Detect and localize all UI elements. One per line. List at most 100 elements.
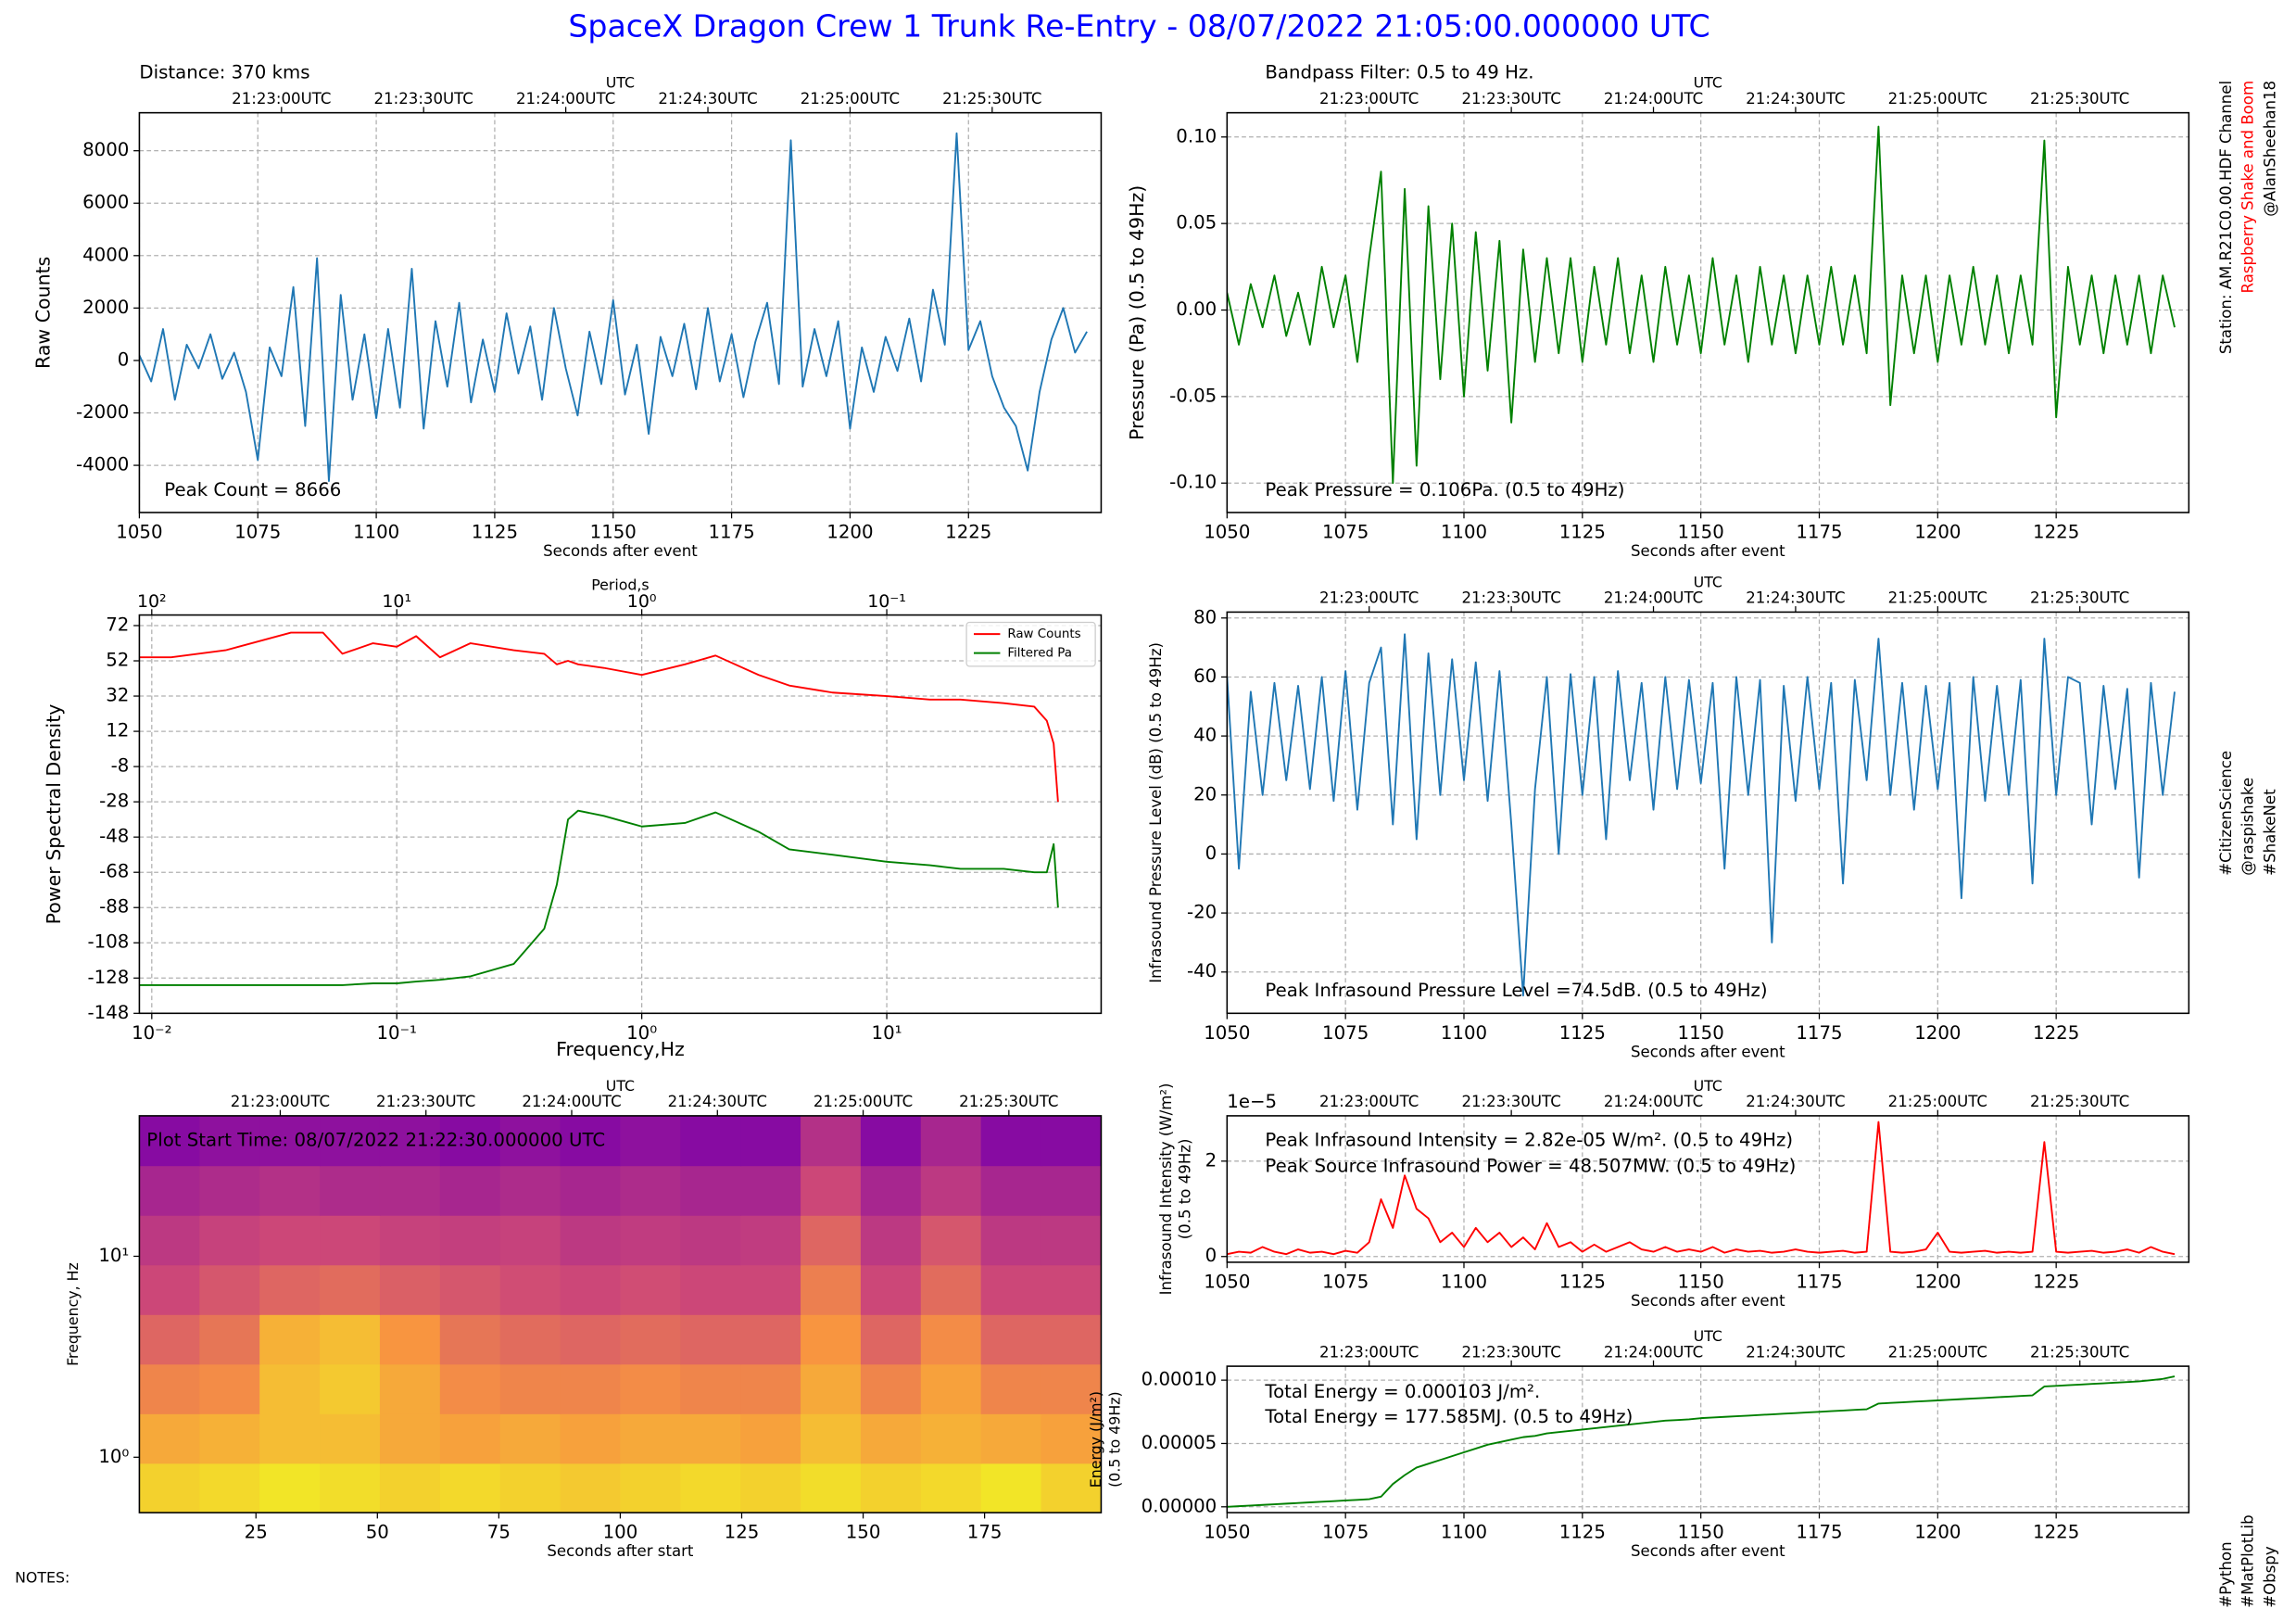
panel-subtitle: Bandpass Filter: 0.5 to 49 Hz. [1265,61,1533,82]
y-axis-label: (0.5 to 49Hz) [1177,1139,1194,1240]
spectrogram-cell [439,1214,501,1266]
spectrogram-cell [320,1314,381,1365]
spectrogram-cell [860,1214,922,1266]
spectrogram-cell [499,1214,561,1266]
data-line [139,809,1059,986]
spectrogram-cell [680,1314,741,1365]
plot-area [139,112,1102,513]
spectrogram-cell [680,1214,741,1266]
spectrogram-cell [920,1165,982,1216]
y-tick-label: 2000 [82,297,129,318]
credit-text: @AlanSheehan18 [2261,81,2278,217]
spectrogram-cell [1041,1264,1102,1315]
x-tick-label: 10¹ [872,1022,902,1044]
spectrogram-cell [560,1413,622,1464]
spectrogram-cell [620,1413,682,1464]
x2-tick-label: 21:23:00UTC [1319,90,1419,108]
x-tick-label: 75 [487,1522,511,1543]
spectrogram-cell [860,1413,922,1464]
x-tick-label: 1225 [945,522,991,543]
data-line [1227,1121,2176,1256]
plot-frame [138,1115,1103,1513]
credit-text: #Python [2217,1541,2235,1607]
x2-tick-label: 21:23:30UTC [376,1093,475,1110]
x-tick-label: 1125 [1559,1522,1606,1543]
spectrogram-cell [680,1413,741,1464]
y-tick-label: 10⁰ [98,1446,129,1467]
spectrogram-cell [139,1115,201,1167]
spectrogram-cell [860,1115,922,1167]
y-tick-label: -40 [1187,960,1217,981]
spectrogram-cell [439,1463,501,1513]
spectrogram-cell [620,1214,682,1266]
spectrogram-cell [379,1363,441,1414]
spectrogram-cell [620,1165,682,1216]
x-tick-label: 10⁻² [132,1022,171,1044]
spectrogram-cell [801,1463,862,1513]
spectrogram-cell [980,1214,1042,1266]
spectrogram-cell [259,1214,321,1266]
spectrogram-cell [320,1214,381,1266]
spectrogram-cell [320,1463,381,1513]
y-tick-label: 80 [1193,606,1217,627]
spectrogram-cell [259,1413,321,1464]
x-tick-label: 1050 [1204,522,1250,543]
spectrogram-cell [920,1363,982,1414]
x-tick-label: 125 [725,1522,760,1543]
x2-tick-label: 21:25:00UTC [1888,90,1987,108]
spectrogram-cell [620,1264,682,1315]
x2-tick-label: 21:25:30UTC [2030,1093,2129,1110]
y-tick-label: 20 [1193,783,1217,804]
spectrogram-cell [920,1264,982,1315]
y-tick-label: 8000 [82,139,129,160]
x-tick-label: 1200 [1914,1272,1961,1293]
x2-tick-label: 21:25:30UTC [2030,589,2129,607]
x2-tick-label: 21:24:00UTC [1604,1343,1703,1361]
plot-area [1227,612,2189,1014]
spectrogram-cell [740,1363,801,1414]
x-tick-label: 1175 [1796,1522,1842,1543]
spectrogram-cell [379,1264,441,1315]
plot-frame [1226,1115,2190,1263]
x2-tick-label: 21:23:00UTC [1319,1093,1419,1110]
figure-title: SpaceX Dragon Crew 1 Trunk Re-Entry - 08… [568,8,1709,44]
spectrogram-cell [199,1214,260,1266]
y-tick-label: 4000 [82,244,129,265]
x2-axis-label: UTC [606,1077,635,1095]
spectrogram-cell [199,1115,260,1167]
x2-tick-label: 21:24:00UTC [1604,90,1703,108]
x-tick-label: 150 [846,1522,881,1543]
spectrogram-cell [620,1314,682,1365]
x2-tick-label: 10⁰ [627,591,657,612]
y-tick-label: 40 [1193,725,1217,746]
x2-tick-label: 21:23:30UTC [1461,1093,1560,1110]
x-tick-label: 1075 [1322,1022,1369,1044]
spectrogram-cell [199,1314,260,1365]
x-tick-label: 1150 [590,522,637,543]
x-tick-label: 1050 [1204,1522,1250,1543]
notes: NOTES: [15,1569,69,1587]
spectrogram-cell [801,1165,862,1216]
spectrogram-cell [860,1463,922,1513]
x2-tick-label: 21:23:00UTC [1319,1343,1419,1361]
spectrogram-cell [980,1314,1042,1365]
panel-subtitle: Distance: 370 kms [139,61,309,82]
spectrogram-cell [560,1165,622,1216]
y-axis-label: Infrasound Intensity (W/m²) [1157,1083,1175,1295]
x2-tick-label: 21:24:00UTC [1604,589,1703,607]
y-tick-label: -48 [99,826,129,847]
plot-area [139,1115,1102,1513]
spectrogram-cell [680,1363,741,1414]
spectrogram-cell [980,1413,1042,1464]
x-tick-label: 1125 [1559,1022,1606,1044]
y-axis-label: Raw Counts [32,257,55,369]
spectrogram-cell [620,1463,682,1513]
spectrogram-cell [499,1463,561,1513]
x2-tick-label: 21:24:30UTC [1746,1343,1845,1361]
annotation: Peak Infrasound Intensity = 2.82e-05 W/m… [1265,1129,1793,1150]
spectrogram-cell [560,1314,622,1365]
x2-axis-label: UTC [1694,1077,1722,1095]
x2-tick-label: 21:25:00UTC [814,1093,913,1110]
y-tick-label: 0.10 [1176,125,1217,146]
